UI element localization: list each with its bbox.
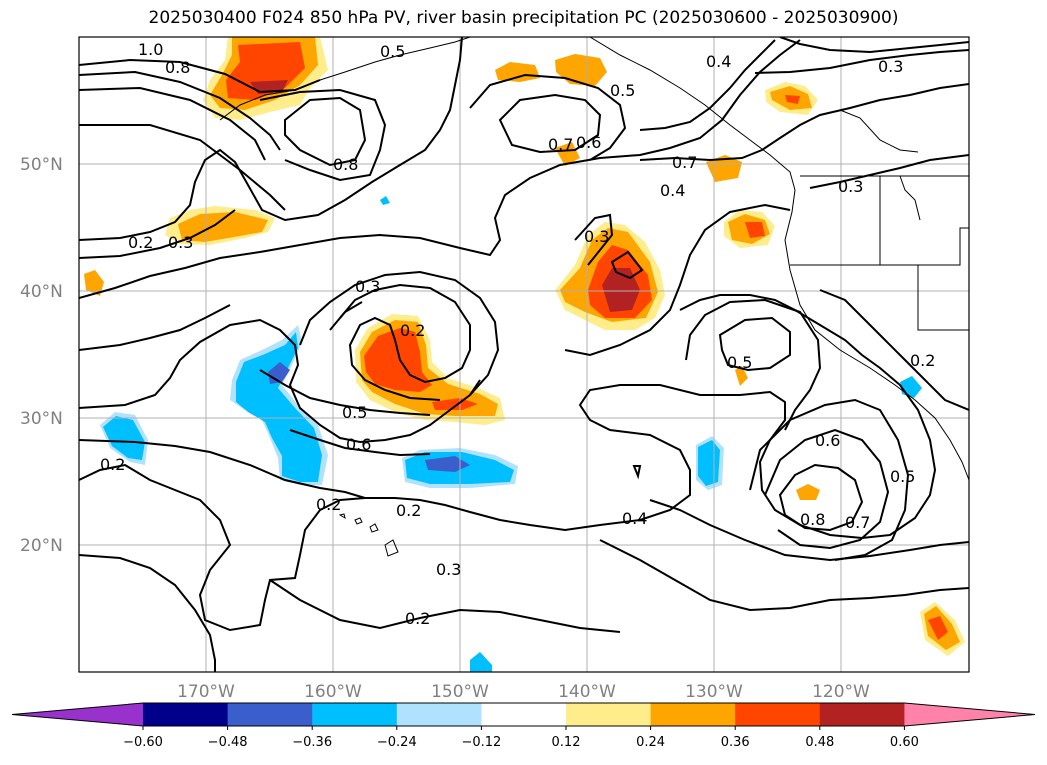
lon-label: 150°W (431, 682, 489, 702)
contour-label: 0.5 (380, 42, 405, 61)
contour-label: 0.3 (168, 233, 193, 252)
graticule (79, 37, 969, 672)
lon-label: 140°W (558, 682, 616, 702)
precip-negative-shading (100, 196, 922, 672)
map-frame (78, 36, 970, 673)
contour-label: 1.0 (138, 40, 163, 59)
colorbar-tick-label: 0.48 (805, 735, 834, 750)
contour-label: 0.3 (584, 227, 609, 246)
contour-label: 0.2 (316, 495, 341, 514)
contour-label: 0.2 (405, 609, 430, 628)
lat-label: 30°N (20, 409, 63, 429)
contour-label: 0.5 (342, 403, 367, 422)
colorbar-tick-label: 0.12 (552, 735, 581, 750)
lon-label: 160°W (304, 682, 362, 702)
coastlines (219, 37, 969, 481)
contour-label: 0.2 (128, 233, 153, 252)
contour-label: 0.2 (396, 501, 421, 520)
colorbar-tick-label: −0.60 (123, 735, 163, 750)
contour-label: 0.6 (815, 431, 840, 450)
colorbar-tick-label: 0.36 (721, 735, 750, 750)
contour-label: 0.5 (890, 467, 915, 486)
lat-label: 50°N (20, 155, 63, 175)
contour-label: 0.2 (910, 351, 935, 370)
contour-label: 0.6 (346, 435, 371, 454)
contour-label: 0.3 (838, 177, 863, 196)
colorbar-segment (650, 703, 736, 726)
lon-label: 120°W (812, 682, 870, 702)
longitude-labels: 170°W 160°W 150°W 140°W 130°W 120°W (177, 682, 870, 702)
colorbar-extend-high (904, 703, 1035, 726)
colorbar-segment (312, 703, 398, 726)
colorbar-segment (735, 703, 821, 726)
colorbar-segment (227, 703, 313, 726)
colorbar-segment (481, 703, 567, 726)
lon-label: 130°W (685, 682, 743, 702)
contour-labels: 1.0 0.8 0.5 0.4 0.3 0.5 0.8 0.7 0.6 0.7 … (100, 40, 935, 628)
colorbar-tick-label: −0.12 (461, 735, 501, 750)
contour-label: 0.8 (800, 510, 825, 529)
colorbar-segment (819, 703, 905, 726)
colorbar-tick-label: −0.24 (377, 735, 417, 750)
contour-label: 0.8 (165, 58, 190, 77)
contour-label: 0.6 (576, 133, 601, 152)
latitude-labels: 50°N 40°N 30°N 20°N (20, 155, 63, 556)
map-title: 2025030400 F024 850 hPa PV, river basin … (148, 8, 899, 28)
contour-label: 0.5 (727, 353, 752, 372)
contour-label: 0.7 (548, 135, 573, 154)
colorbar-tick-label: 0.24 (636, 735, 665, 750)
contour-label: 0.4 (622, 509, 647, 528)
contour-label: 0.4 (660, 181, 685, 200)
precip-positive-shading (84, 37, 965, 656)
colorbar: −0.60 −0.48 −0.36 −0.24 −0.12 0.12 0.24 0.36 0.4… (11, 702, 1036, 750)
lon-label: 170°W (177, 682, 235, 702)
contour-label: 0.2 (400, 321, 425, 340)
plot-area: 1.0 0.8 0.5 0.4 0.3 0.5 0.8 0.7 0.6 0.7 … (79, 37, 969, 672)
contour-label: 0.5 (610, 81, 635, 100)
lat-label: 20°N (20, 536, 63, 556)
colorbar-tick-label: −0.36 (292, 735, 332, 750)
colorbar-tick-label: −0.48 (208, 735, 248, 750)
contour-label: 0.2 (100, 455, 125, 474)
colorbar-segment (143, 703, 229, 726)
colorbar-segment (396, 703, 482, 726)
contour-label: 0.7 (845, 513, 870, 532)
contour-label: 0.7 (672, 153, 697, 172)
lat-label: 40°N (20, 282, 63, 302)
contour-label: 0.3 (436, 560, 461, 579)
contour-label: 0.3 (878, 57, 903, 76)
contour-label: 0.3 (355, 277, 380, 296)
pv-contours (79, 37, 969, 672)
contour-label: 0.8 (333, 155, 358, 174)
contour-label: 0.4 (706, 52, 731, 71)
colorbar-segment (566, 703, 652, 726)
colorbar-extend-low (12, 703, 143, 726)
colorbar-tick-label: 0.60 (890, 735, 919, 750)
hawaiian-islands (338, 513, 399, 557)
